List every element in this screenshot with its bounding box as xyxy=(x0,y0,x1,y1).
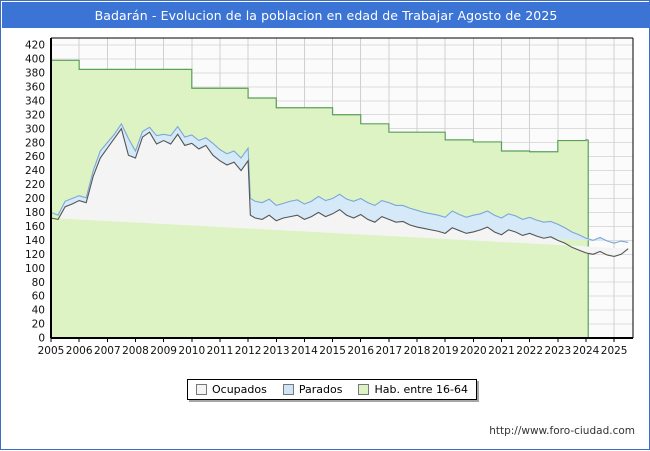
y-tick-label: 200 xyxy=(25,193,45,205)
legend-item-ocupados[interactable]: Ocupados xyxy=(196,383,267,396)
x-tick-label: 2020 xyxy=(460,345,487,357)
y-tick-label: 140 xyxy=(25,235,45,247)
population-chart: FORO-CIUDAD.COM0204060801001201401601802… xyxy=(25,37,634,357)
y-tick-label: 260 xyxy=(25,151,45,163)
legend-label-parados: Parados xyxy=(298,383,343,396)
x-tick-label: 2023 xyxy=(544,345,571,357)
y-tick-label: 160 xyxy=(25,221,45,233)
y-tick-label: 0 xyxy=(38,333,45,345)
x-tick-label: 2016 xyxy=(347,345,374,357)
y-tick-label: 20 xyxy=(32,319,45,331)
x-tick-label: 2021 xyxy=(488,345,515,357)
x-tick-label: 2005 xyxy=(38,345,65,357)
chart-legend: Ocupados Parados Hab. entre 16-64 xyxy=(187,379,478,400)
y-tick-label: 40 xyxy=(32,305,45,317)
page-title: Badarán - Evolucion de la poblacion en e… xyxy=(94,7,558,23)
x-tick-label: 2011 xyxy=(207,345,234,357)
series-ocupados-line xyxy=(50,127,629,257)
x-axis-labels: 2005 2006 2007 2008 2009 2010 2011 2012 2013 2014… xyxy=(38,338,628,357)
x-tick-label: 2024 xyxy=(573,345,600,357)
y-tick-label: 360 xyxy=(25,81,45,93)
legend-item-habitantes[interactable]: Hab. entre 16-64 xyxy=(358,383,468,396)
y-tick-label: 400 xyxy=(25,54,45,66)
y-axis-labels: 0 20 40 60 80 100 120 140 160 180 200 220 240 260 280 3… xyxy=(25,40,45,345)
legend-label-habitantes: Hab. entre 16-64 xyxy=(374,383,469,396)
y-tick-label: 100 xyxy=(25,263,45,275)
y-tick-label: 340 xyxy=(25,95,45,107)
x-tick-label: 2007 xyxy=(94,345,121,357)
legend-swatch-parados xyxy=(282,384,294,395)
legend-item-parados[interactable]: Parados xyxy=(282,383,343,396)
y-tick-label: 220 xyxy=(25,179,45,191)
y-tick-label: 280 xyxy=(25,137,45,149)
x-tick-label: 2018 xyxy=(404,345,431,357)
y-tick-label: 120 xyxy=(25,249,45,261)
y-tick-label: 300 xyxy=(25,123,45,135)
y-tick-label: 180 xyxy=(25,207,45,219)
y-tick-label: 60 xyxy=(32,291,45,303)
source-url[interactable]: http://www.foro-ciudad.com xyxy=(489,425,635,437)
x-tick-label: 2010 xyxy=(178,345,205,357)
x-tick-label: 2008 xyxy=(122,345,149,357)
y-tick-label: 240 xyxy=(25,165,45,177)
y-tick-label: 320 xyxy=(25,109,45,121)
x-tick-label: 2015 xyxy=(319,345,346,357)
x-tick-label: 2019 xyxy=(432,345,459,357)
x-tick-label: 2025 xyxy=(601,345,628,357)
legend-swatch-ocupados xyxy=(196,384,207,395)
y-tick-label: 420 xyxy=(25,40,45,52)
x-tick-label: 2006 xyxy=(66,345,93,357)
legend-swatch-habitantes xyxy=(358,384,370,395)
y-tick-label: 80 xyxy=(32,277,45,289)
x-tick-label: 2012 xyxy=(235,345,262,357)
series-parados-line xyxy=(50,122,629,244)
x-tick-label: 2014 xyxy=(291,345,318,357)
x-tick-label: 2017 xyxy=(376,345,403,357)
x-tick-label: 2009 xyxy=(150,345,177,357)
window-title-bar: Badarán - Evolucion de la poblacion en e… xyxy=(2,2,650,28)
series-habitantes-line xyxy=(51,59,589,153)
legend-label-ocupados: Ocupados xyxy=(212,383,267,396)
series-ocupados-area xyxy=(51,128,629,257)
chart-area: FORO-CIUDAD.COM0204060801001201401601802… xyxy=(1,28,650,451)
y-tick-label: 380 xyxy=(25,67,45,79)
x-tick-label: 2022 xyxy=(516,345,543,357)
x-tick-label: 2013 xyxy=(263,345,290,357)
